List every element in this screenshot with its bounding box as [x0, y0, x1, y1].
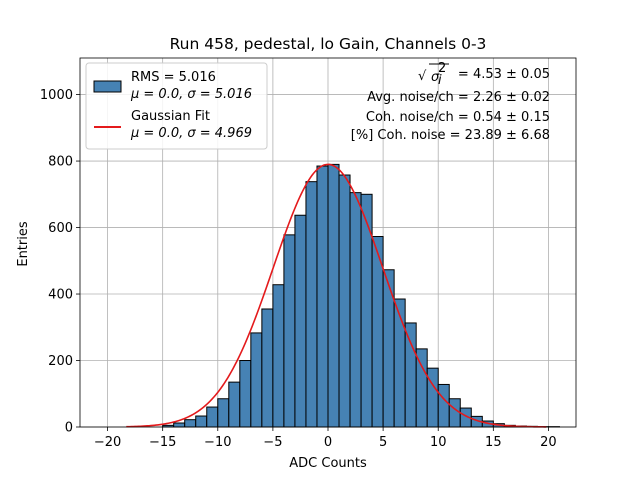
histogram-bar	[327, 163, 340, 428]
histogram-bar	[294, 214, 307, 428]
histogram-bar	[206, 406, 219, 428]
y-axis-ticks: 0 200 400 600 800 1000	[40, 88, 80, 436]
avg-noise-text: Avg. noise/ch = 2.26 ± 0.02	[367, 90, 550, 105]
x-axis-ticks: −20 −15 −10 −5 0 5 10 15 20	[94, 427, 557, 450]
histogram-bar	[437, 383, 450, 428]
svg-text:i: i	[438, 73, 442, 88]
x-tick-label: 15	[485, 435, 502, 450]
y-tick-label: 0	[65, 421, 73, 436]
histogram-bar	[316, 165, 329, 428]
sigma-value: = 4.53 ± 0.05	[458, 67, 550, 82]
x-tick-label: −5	[263, 435, 282, 450]
legend-fit-label: Gaussian Fit	[131, 109, 210, 124]
gaussian-fit-curve	[126, 163, 547, 428]
y-tick-label: 400	[48, 288, 73, 303]
legend: RMS = 5.016 μ = 0.0, σ = 5.016 Gaussian …	[85, 62, 268, 150]
legend-fit-params: μ = 0.0, σ = 4.969	[130, 126, 252, 141]
x-tick-label: −15	[149, 435, 176, 450]
legend-rms-label: RMS = 5.016	[131, 70, 216, 85]
histogram-bar	[349, 192, 362, 428]
x-tick-label: −20	[94, 435, 121, 450]
histogram-bar	[184, 419, 197, 428]
legend-box	[85, 62, 268, 150]
histogram-bar	[261, 308, 274, 428]
x-axis-label: ADC Counts	[289, 456, 367, 471]
histogram-bar	[305, 181, 318, 428]
x-tick-label: 10	[430, 435, 447, 450]
svg-text:σ: σ	[431, 70, 440, 85]
y-tick-label: 600	[48, 221, 73, 236]
y-tick-label: 1000	[40, 88, 73, 103]
legend-patch-swatch	[93, 80, 122, 93]
histogram-bar	[173, 422, 186, 428]
x-tick-label: 0	[324, 435, 332, 450]
histogram-bar	[415, 348, 428, 428]
legend-hist-params: μ = 0.0, σ = 5.016	[130, 87, 252, 102]
histogram-bar	[448, 398, 461, 428]
svg-text:√: √	[418, 69, 427, 84]
histogram-bars	[162, 163, 560, 428]
histogram-bar	[228, 381, 241, 428]
histogram-bar	[195, 415, 208, 428]
histogram-bar	[393, 298, 406, 428]
coh-noise-text: Coh. noise/ch = 0.54 ± 0.15	[366, 110, 550, 125]
sigma-symbol: √ σ 2 i	[418, 61, 449, 88]
y-axis-label: Entries	[16, 221, 31, 267]
pct-coh-noise-text: [%] Coh. noise = 23.89 ± 6.68	[351, 128, 550, 143]
svg-text:2: 2	[438, 61, 446, 76]
x-tick-label: −10	[204, 435, 231, 450]
histogram-bar	[360, 193, 373, 428]
noise-annotations: √ σ 2 i = 4.53 ± 0.05 Avg. noise/ch = 2.…	[351, 61, 550, 143]
histogram-bar	[404, 322, 417, 428]
y-tick-label: 800	[48, 155, 73, 170]
y-tick-label: 200	[48, 354, 73, 369]
x-tick-label: 20	[540, 435, 557, 450]
chart-title: Run 458, pedestal, lo Gain, Channels 0-3	[170, 35, 487, 53]
histogram-bar	[272, 284, 285, 428]
histogram-bar	[239, 360, 252, 428]
histogram-bar	[283, 234, 296, 428]
histogram-bar	[426, 367, 439, 428]
histogram-bar	[250, 332, 263, 428]
histogram-bar	[217, 398, 230, 428]
histogram-bar	[338, 174, 351, 428]
x-tick-label: 5	[379, 435, 387, 450]
